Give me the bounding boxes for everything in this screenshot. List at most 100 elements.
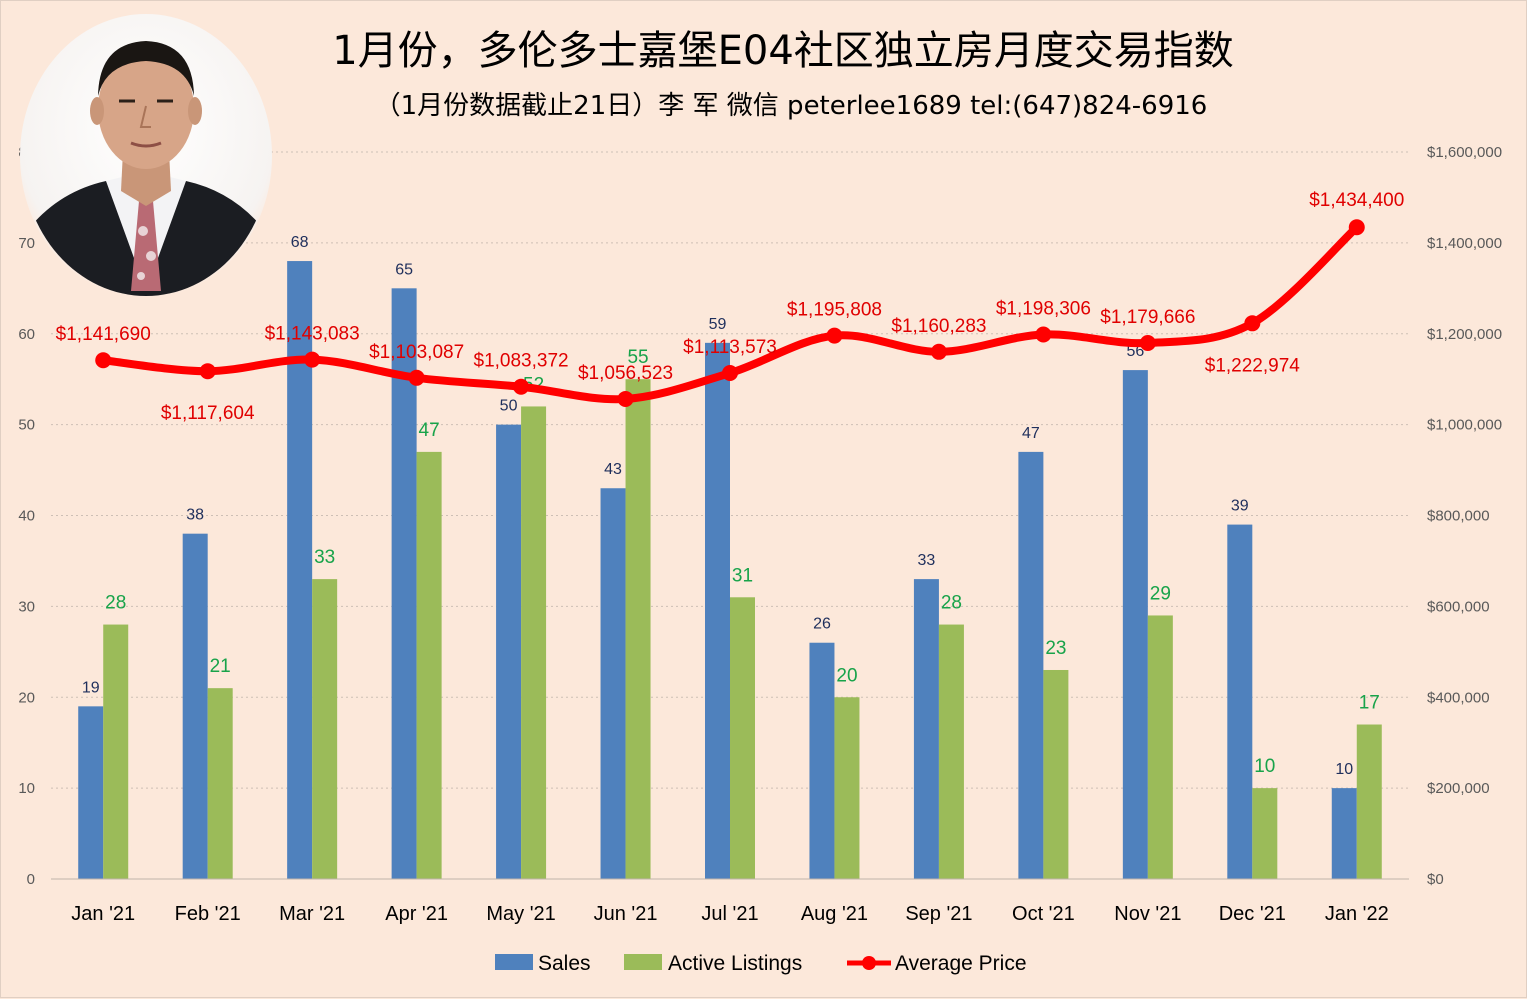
chart-title: 1月份，多伦多士嘉堡E04社区独立房月度交易指数 (332, 28, 1234, 74)
price-point (199, 363, 216, 380)
x-tick-label: Feb '21 (175, 903, 241, 925)
data-label-average-price: $1,113,573 (683, 337, 777, 358)
bar-active-listings (1356, 724, 1382, 879)
price-point (95, 352, 112, 369)
y-left-tick-label: 40 (18, 508, 35, 525)
price-point (722, 365, 738, 382)
y-right-tick-label: $1,400,000 (1427, 235, 1502, 252)
data-label-active-listings: 33 (314, 547, 335, 568)
bar-active-listings (1147, 615, 1173, 879)
bar-sales (600, 488, 626, 879)
data-label-active-listings: 21 (210, 656, 231, 677)
bar-active-listings (416, 451, 442, 879)
bar-sales (809, 642, 835, 879)
bar-sales (1331, 788, 1357, 879)
data-label-active-listings: 17 (1359, 693, 1380, 714)
data-label-active-listings: 23 (1045, 638, 1066, 659)
portrait-photo (20, 14, 272, 298)
data-label-average-price: $1,198,306 (996, 299, 1091, 320)
data-label-active-listings: 31 (732, 565, 753, 586)
data-label-average-price: $1,195,808 (787, 300, 882, 321)
data-label-average-price: $1,056,523 (578, 363, 673, 384)
data-label-average-price: $1,083,372 (474, 351, 569, 372)
y-left-tick-label: 50 (18, 417, 35, 434)
y-right-tick-label: $1,600,000 (1427, 144, 1502, 161)
y-right-tick-label: $600,000 (1427, 598, 1490, 615)
y-left-tick-label: 30 (18, 598, 35, 615)
legend: Sales Active Listings Average Price (495, 952, 1027, 975)
x-tick-label: Jun '21 (594, 903, 658, 925)
data-label-sales: 26 (813, 616, 831, 633)
data-label-active-listings: 28 (105, 593, 126, 614)
data-label-sales: 59 (709, 316, 727, 333)
data-label-sales: 33 (918, 552, 936, 569)
bar-sales (1122, 370, 1148, 879)
x-tick-label: Nov '21 (1114, 903, 1181, 925)
x-axis: Jan '21 Feb '21 Mar '21 Apr '21 May '21 Jun '… (51, 878, 1409, 925)
bar-active-listings (938, 624, 964, 879)
price-point (408, 369, 425, 386)
y-right-tick-label: $1,000,000 (1427, 417, 1502, 434)
x-tick-label: Apr '21 (385, 903, 448, 925)
bar-sales (78, 706, 104, 879)
price-point (1139, 334, 1156, 351)
price-point (930, 343, 947, 360)
data-label-sales: 47 (1022, 425, 1040, 442)
data-label-average-price: $1,160,283 (891, 316, 986, 337)
price-point (1348, 219, 1365, 236)
bar-sales (1018, 451, 1044, 879)
price-point (304, 351, 321, 368)
data-label-sales: 65 (395, 261, 413, 278)
y-axis-right: $0 $200,000 $400,000 $600,000 $800,000 $1,000… (1427, 144, 1502, 888)
bar-sales (496, 424, 522, 879)
data-label-sales: 39 (1231, 498, 1249, 515)
bar-active-listings (625, 379, 651, 879)
y-right-tick-label: $200,000 (1427, 780, 1490, 797)
data-label-active-listings: 20 (836, 665, 857, 686)
price-point (617, 390, 634, 407)
x-tick-label: Oct '21 (1012, 903, 1075, 925)
price-point (513, 378, 530, 395)
grid-lines (51, 151, 1409, 789)
y-left-tick-label: 0 (27, 871, 35, 888)
chart-subtitle: （1月份数据截止21日）李 军 微信 peterlee1689 tel:(647… (375, 91, 1208, 121)
data-label-sales: 10 (1335, 761, 1353, 778)
price-labels: $1,141,690 $1,117,604 $1,143,083 $1,103,087… (56, 190, 1405, 424)
x-tick-label: Dec '21 (1219, 903, 1286, 925)
data-label-sales: 38 (186, 507, 204, 524)
y-right-tick-label: $800,000 (1427, 508, 1490, 525)
bar-active-listings (103, 624, 129, 879)
x-tick-label: Sep '21 (905, 903, 972, 925)
data-label-active-listings: 10 (1254, 756, 1275, 777)
data-label-sales: 50 (500, 398, 518, 415)
price-point (826, 327, 843, 344)
data-label-average-price: $1,143,083 (265, 324, 360, 345)
y-right-tick-label: $0 (1427, 871, 1444, 888)
y-right-tick-label: $1,200,000 (1427, 326, 1502, 343)
bars (78, 261, 1382, 879)
data-label-sales: 56 (1126, 343, 1144, 360)
data-label-average-price: $1,103,087 (369, 342, 464, 363)
bar-sales (182, 533, 208, 879)
x-tick-label: Jan '22 (1325, 903, 1389, 925)
data-label-sales: 19 (82, 679, 100, 696)
data-label-active-listings: 29 (1150, 583, 1171, 604)
data-label-active-listings: 55 (627, 347, 648, 368)
data-label-sales: 68 (291, 234, 309, 251)
y-right-tick-label: $400,000 (1427, 689, 1490, 706)
legend-label-sales: Sales (538, 952, 591, 975)
bar-active-listings (730, 597, 755, 879)
y-left-tick-label: 20 (18, 689, 35, 706)
x-tick-label: Mar '21 (279, 903, 345, 925)
y-axis-left: 01020304050607080 (18, 144, 35, 888)
bar-sales (391, 288, 417, 879)
data-label-sales: 43 (604, 461, 622, 478)
data-label-average-price: $1,434,400 (1309, 190, 1404, 211)
y-left-tick-label: 10 (18, 780, 35, 797)
data-label-average-price: $1,141,690 (56, 324, 151, 345)
legend-swatch-active-listings (624, 954, 662, 970)
price-point (1035, 326, 1052, 343)
legend-label-average-price: Average Price (895, 952, 1027, 975)
data-label-active-listings: 47 (419, 420, 440, 441)
